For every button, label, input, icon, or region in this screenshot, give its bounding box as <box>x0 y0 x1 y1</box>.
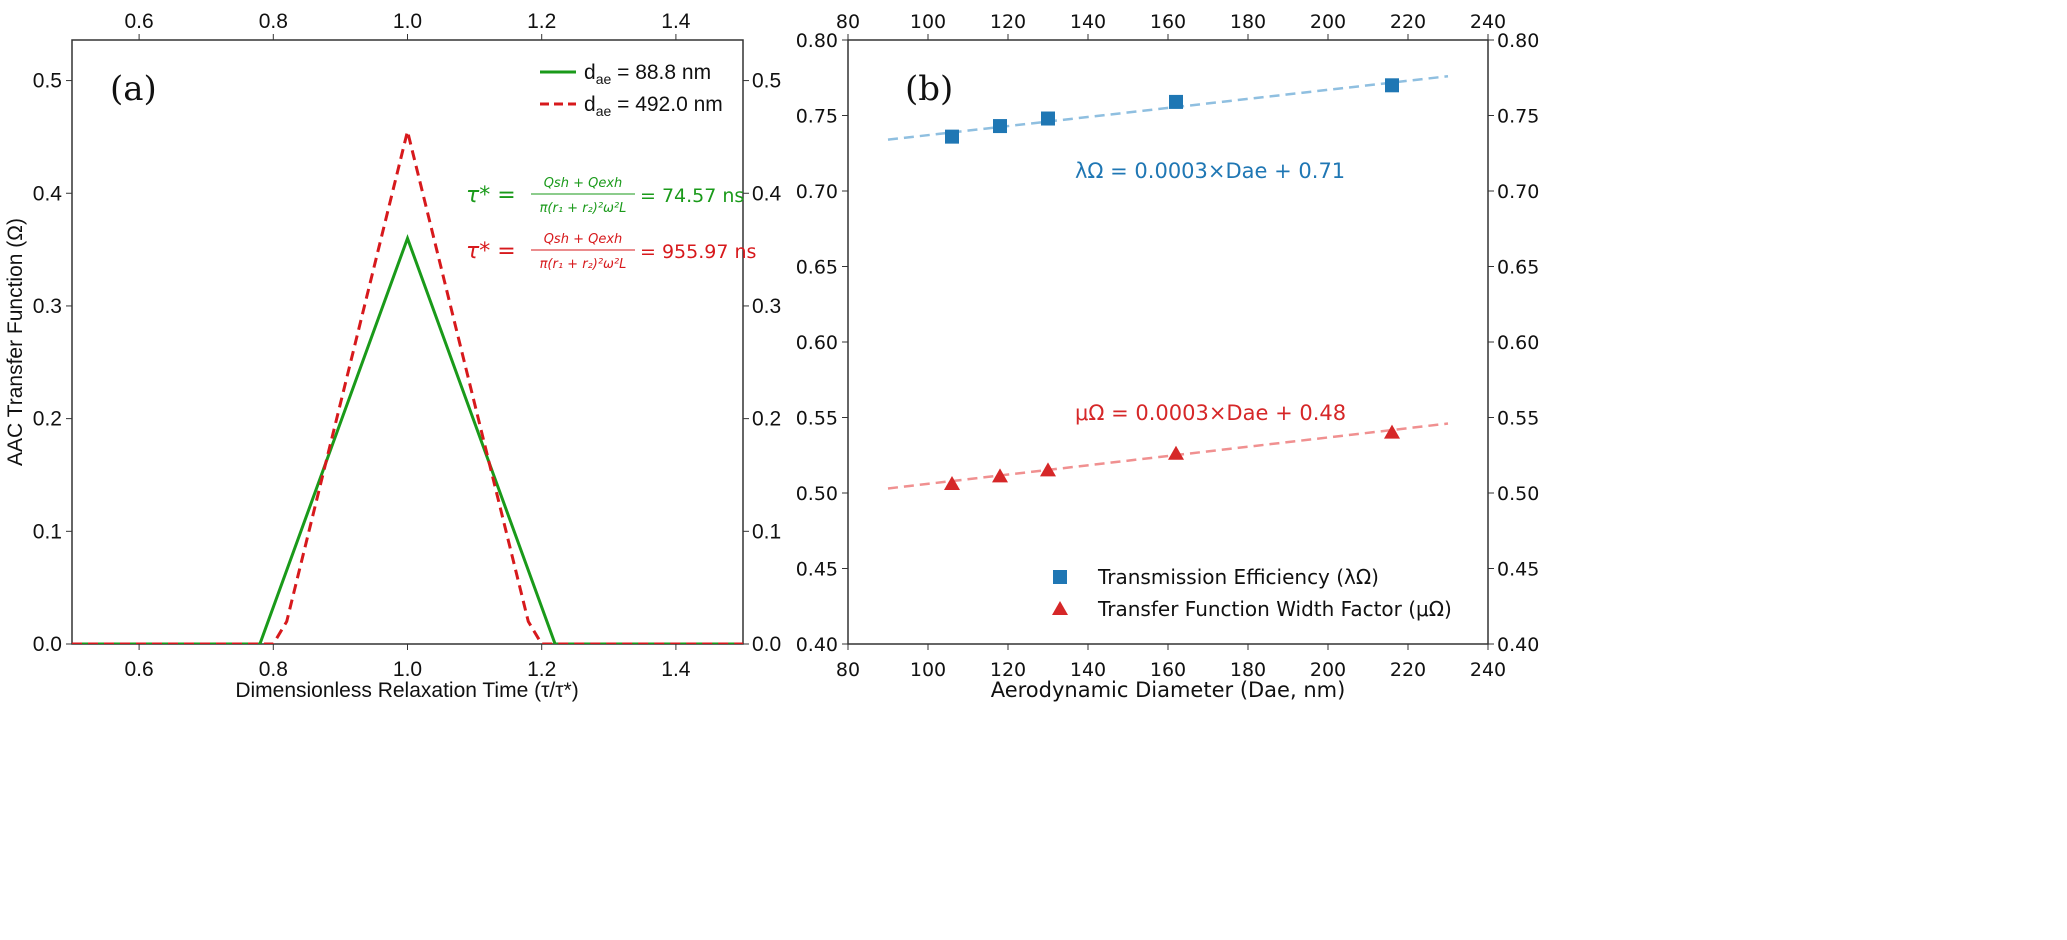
axes-frame <box>847 39 1489 645</box>
formula-rhs: = 955.97 ns <box>640 241 756 263</box>
y-tick-label-left: 0.50 <box>796 483 838 505</box>
series-line-1 <box>72 233 743 644</box>
formula-numerator: Qsh + Qexh <box>544 232 623 247</box>
x-tick-label-top: 100 <box>910 11 946 33</box>
y-tick-label-left: 0.70 <box>796 181 838 203</box>
y-tick-label-right: 0.50 <box>1497 483 1539 505</box>
axes-frame <box>71 39 744 645</box>
formula-annotation-1: τ* = Qsh + Qexh π(r₁ + r₂)²ω²L = 74.57 ns <box>466 176 744 216</box>
y-tick-label-right: 0.0 <box>752 633 781 656</box>
y-tick-label-right: 0.40 <box>1497 634 1539 656</box>
x-tick-label-bottom: 160 <box>1150 659 1186 681</box>
y-tick-label-left: 0.75 <box>796 106 838 128</box>
legend-label-2: dae = 492.0 nm <box>584 93 723 119</box>
x-tick-label-bottom: 220 <box>1390 659 1426 681</box>
y-tick-label-left: 0.4 <box>33 182 63 205</box>
x-tick-label-top: 220 <box>1390 11 1426 33</box>
x-tick-label-bottom: 1.2 <box>527 658 556 681</box>
y-tick-label-left: 0.55 <box>796 408 838 430</box>
x-tick-label-top: 1.0 <box>393 10 422 33</box>
y-tick-label-left: 0.65 <box>796 257 838 279</box>
data-point-triangle <box>992 468 1008 483</box>
legend-label-1: Transmission Efficiency (λΩ) <box>1097 565 1379 589</box>
y-tick-label-right: 0.75 <box>1497 106 1539 128</box>
x-tick-label-top: 140 <box>1070 11 1106 33</box>
data-point-triangle <box>1384 424 1400 439</box>
x-tick-label-bottom: 1.0 <box>393 658 422 681</box>
data-point-square <box>1041 111 1055 126</box>
y-tick-label-right: 0.5 <box>752 70 781 93</box>
y-tick-label-left: 0.80 <box>796 30 838 52</box>
legend-marker-triangle <box>1052 601 1068 615</box>
data-point-square <box>945 129 959 144</box>
x-axis-label: Aerodynamic Diameter (Dae, nm) <box>991 678 1346 702</box>
y-tick-label-left: 0.60 <box>796 332 838 354</box>
x-tick-label-top: 240 <box>1470 11 1506 33</box>
formula-lhs: τ* = <box>466 183 516 208</box>
panel-label-a: (a) <box>110 69 157 109</box>
y-tick-label-left: 0.45 <box>796 559 838 581</box>
x-tick-label-top: 0.8 <box>259 10 288 33</box>
data-point-triangle <box>944 475 960 490</box>
y-axis-label: AAC Transfer Function (Ω) <box>4 218 27 466</box>
y-tick-label-right: 0.3 <box>752 295 781 318</box>
formula-annotation-2: τ* = Qsh + Qexh π(r₁ + r₂)²ω²L = 955.97 ns <box>466 232 756 272</box>
x-tick-label-top: 180 <box>1230 11 1266 33</box>
formula-denominator: π(r₁ + r₂)²ω²L <box>540 201 627 216</box>
x-tick-label-bottom: 100 <box>910 659 946 681</box>
series-line-2 <box>72 130 743 644</box>
formula-denominator: π(r₁ + r₂)²ω²L <box>540 257 627 272</box>
y-tick-label-left: 0.1 <box>33 520 62 543</box>
x-tick-label-top: 160 <box>1150 11 1186 33</box>
data-point-square <box>993 119 1007 134</box>
fit-line-2 <box>887 422 1449 490</box>
y-tick-label-right: 0.45 <box>1497 559 1539 581</box>
y-tick-label-right: 0.60 <box>1497 332 1539 354</box>
x-tick-label-top: 80 <box>836 11 860 33</box>
y-tick-label-left: 0.3 <box>33 295 62 318</box>
x-tick-label-top: 1.4 <box>661 10 691 33</box>
data-point-square <box>1385 78 1399 93</box>
x-tick-label-top: 0.6 <box>124 10 153 33</box>
formula-lhs: τ* = <box>466 239 516 264</box>
y-tick-label-right: 0.1 <box>752 520 781 543</box>
x-tick-label-bottom: 180 <box>1230 659 1266 681</box>
x-tick-label-bottom: 140 <box>1070 659 1106 681</box>
x-tick-label-bottom: 0.8 <box>259 658 288 681</box>
data-point-triangle <box>1040 462 1056 477</box>
y-tick-label-left: 0.5 <box>33 70 62 93</box>
x-tick-label-bottom: 0.6 <box>124 658 153 681</box>
x-tick-label-top: 120 <box>990 11 1026 33</box>
data-point-square <box>1169 94 1183 109</box>
formula-rhs: = 74.57 ns <box>640 185 744 207</box>
legend-label-2: Transfer Function Width Factor (μΩ) <box>1097 597 1452 621</box>
y-tick-label-right: 0.55 <box>1497 408 1539 430</box>
legend-label-1: dae = 88.8 nm <box>584 61 711 87</box>
fit-line-1 <box>887 74 1449 141</box>
y-tick-label-right: 0.2 <box>752 408 781 431</box>
y-tick-label-right: 0.80 <box>1497 30 1539 52</box>
y-tick-label-right: 0.70 <box>1497 181 1539 203</box>
y-tick-label-right: 0.65 <box>1497 257 1539 279</box>
y-tick-label-left: 0.40 <box>796 634 838 656</box>
x-tick-label-top: 1.2 <box>527 10 556 33</box>
x-tick-label-top: 200 <box>1310 11 1346 33</box>
panel-label-b: (b) <box>905 69 953 109</box>
x-axis-label: Dimensionless Relaxation Time (τ/τ*) <box>235 679 578 702</box>
y-tick-label-right: 0.4 <box>752 182 782 205</box>
data-point-triangle <box>1168 445 1184 460</box>
y-tick-label-left: 0.0 <box>33 633 62 656</box>
x-tick-label-bottom: 200 <box>1310 659 1346 681</box>
x-tick-label-bottom: 1.4 <box>661 658 691 681</box>
fit-equation-2: μΩ = 0.0003×Dae + 0.48 <box>1075 401 1346 425</box>
x-tick-label-bottom: 240 <box>1470 659 1506 681</box>
x-tick-label-bottom: 80 <box>836 659 860 681</box>
formula-numerator: Qsh + Qexh <box>544 176 623 191</box>
x-tick-label-bottom: 120 <box>990 659 1026 681</box>
fit-equation-1: λΩ = 0.0003×Dae + 0.71 <box>1075 159 1345 183</box>
y-tick-label-left: 0.2 <box>33 408 62 431</box>
legend-marker-square <box>1053 570 1067 584</box>
